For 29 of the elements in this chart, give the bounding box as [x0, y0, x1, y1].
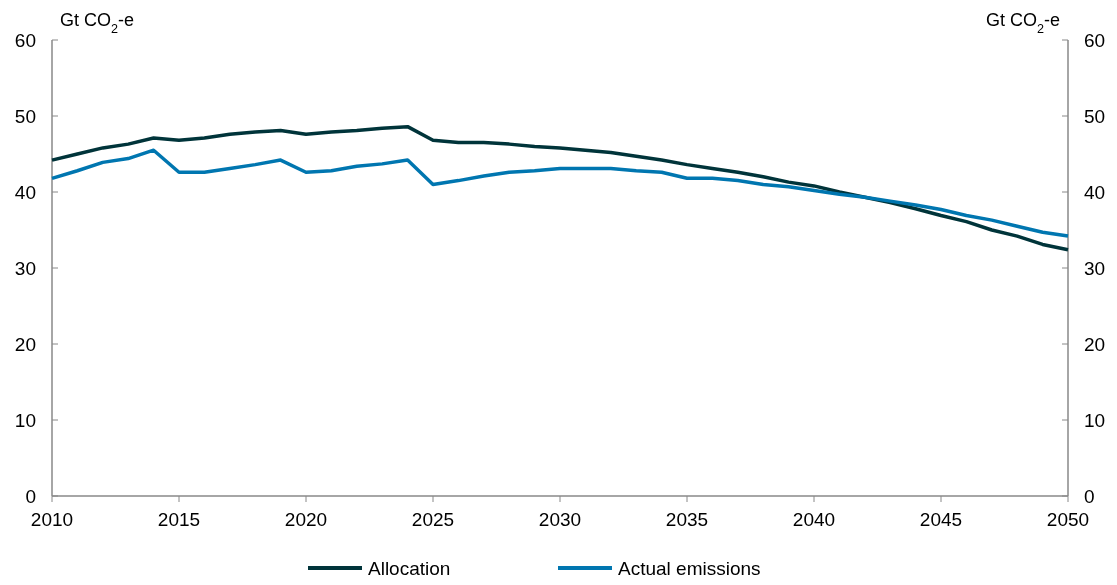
y2-tick-label: 60 — [1084, 29, 1106, 51]
x-tick-label: 2025 — [411, 509, 455, 530]
y2-tick-label: 30 — [1084, 257, 1106, 279]
y2-axis-title: Gt CO$_{2}$-e — [985, 10, 1060, 36]
y2-tick-label: 40 — [1084, 181, 1106, 203]
legend-label: Allocation — [368, 558, 451, 579]
y-axis-title: Gt CO$_{2}$-e — [60, 10, 135, 36]
y-tick-label: 0 — [25, 485, 36, 507]
y-tick-label: 50 — [14, 105, 36, 127]
y-tick-label: 10 — [14, 409, 36, 431]
line-series — [50, 148, 1070, 238]
x-tick-label: 2040 — [792, 509, 836, 530]
x-tick-label: 2010 — [30, 509, 74, 530]
line-series — [50, 124, 1070, 252]
y2-tick-label: 10 — [1084, 409, 1106, 431]
x-tick-label: 2020 — [284, 509, 328, 530]
y-tick-label: 30 — [14, 257, 36, 279]
x-tick-label: 2050 — [1046, 509, 1090, 530]
x-tick-label: 2015 — [157, 509, 201, 530]
y2-tick-label: 20 — [1084, 333, 1106, 355]
y2-tick-label: 50 — [1084, 105, 1106, 127]
legend-label: Actual emissions — [618, 558, 761, 579]
y-tick-label: 20 — [14, 333, 36, 355]
y-tick-label: 40 — [14, 181, 36, 203]
x-tick-label: 2030 — [538, 509, 582, 530]
x-tick-label: 2045 — [919, 509, 963, 530]
y-tick-label: 60 — [14, 29, 36, 51]
x-tick-label: 2035 — [665, 509, 709, 530]
y2-tick-label: 0 — [1084, 485, 1095, 507]
